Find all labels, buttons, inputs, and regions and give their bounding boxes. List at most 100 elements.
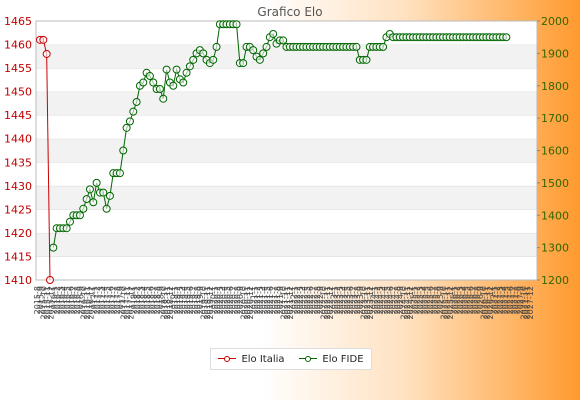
x-tick-label: 2020-1 — [210, 286, 219, 314]
x-tick-label: 2021-1 — [250, 286, 259, 314]
data-point — [115, 169, 124, 178]
x-tick-label: 2025-1 — [409, 286, 418, 314]
y-tick-label-left: 1425 — [4, 203, 32, 216]
x-tick-label: 2027-2 — [493, 286, 502, 314]
x-tick-label: 2024-4 — [379, 286, 388, 314]
data-point — [249, 46, 258, 55]
x-tick-label: 2020-3 — [216, 286, 225, 314]
x-tick-label: 2023-12 — [366, 286, 375, 319]
data-point — [82, 195, 91, 204]
x-tick-label: 2015-11 — [43, 286, 52, 319]
legend-swatch-italia — [218, 355, 237, 363]
x-tick-label: 2021-3 — [256, 286, 265, 314]
x-tick-label: 2022-2 — [293, 286, 302, 314]
x-tick-label: 2019-11 — [203, 286, 212, 319]
y-tick-label-left: 1455 — [4, 62, 32, 75]
x-tick-label: 2023-8 — [353, 286, 362, 314]
x-tick-label: 2019-3 — [176, 286, 185, 314]
y-tick-label-left: 1445 — [4, 109, 32, 122]
x-tick-label: 2026-11 — [483, 286, 492, 319]
data-point — [79, 204, 88, 213]
x-tick-label: 2025-2 — [413, 286, 422, 314]
x-tick-label: 2027-9 — [516, 286, 525, 314]
x-tick-label: 2022-9 — [316, 286, 325, 314]
x-tick-label: 2021-12 — [286, 286, 295, 319]
x-tick-label: 2020-10 — [240, 286, 249, 319]
data-point — [139, 78, 148, 87]
x-tick-label: 2015-12 — [46, 286, 55, 319]
x-tick-label: 2026-8 — [473, 286, 482, 314]
x-tick-label: 2020-11 — [243, 286, 252, 319]
grid-band — [36, 256, 537, 280]
x-tick-label: 2017-11 — [123, 286, 132, 319]
x-tick-label: 2024-2 — [373, 286, 382, 314]
x-tick-label: 2018-2 — [133, 286, 142, 314]
data-point — [85, 185, 94, 194]
y-tick-label-left: 1420 — [4, 227, 32, 240]
x-tick-label: 2018-5 — [143, 286, 152, 314]
x-tick-label: 2026-9 — [476, 286, 485, 314]
x-tick-label: 2020-12 — [246, 286, 255, 319]
x-tick-label: 2027-12 — [526, 286, 535, 319]
x-tick-label: 2025-4 — [419, 286, 428, 314]
left-axis: 1410 1415 1420 1425 1430 1435 1440 1445 1450 1455… — [4, 15, 32, 287]
x-tick-label: 2026-10 — [479, 286, 488, 319]
x-tick-label: 2023-9 — [356, 286, 365, 314]
x-tick-label: 2023-7 — [349, 286, 358, 314]
y-tick-label-left: 1415 — [4, 250, 32, 263]
x-tick-label: 2027-5 — [503, 286, 512, 314]
data-point — [102, 204, 111, 213]
y-tick-label-left: 1450 — [4, 86, 32, 99]
data-point — [232, 20, 241, 29]
x-tick-label: 2016-8 — [73, 286, 82, 314]
data-point — [132, 97, 141, 106]
legend-label-italia: Elo Italia — [241, 353, 285, 365]
x-tick-label: 2020-9 — [236, 286, 245, 314]
x-tick-label: 2018-8 — [153, 286, 162, 314]
x-tick-label: 2019-7 — [190, 286, 199, 314]
data-point — [119, 146, 128, 155]
x-tick-label: 2018-6 — [146, 286, 155, 314]
x-tick-label: 2025-5 — [423, 286, 432, 314]
legend: Elo Italia Elo FIDE — [210, 348, 372, 370]
data-point — [45, 276, 54, 284]
data-point — [352, 42, 361, 51]
data-point — [255, 55, 264, 64]
data-point — [212, 42, 221, 51]
x-tick-label: 2024-8 — [393, 286, 402, 314]
grid-band — [36, 185, 537, 210]
data-point — [502, 33, 511, 42]
x-tick-label: 2016-12 — [86, 286, 95, 319]
data-point — [99, 188, 108, 197]
legend-item-elo-italia: Elo Italia — [218, 353, 285, 365]
x-tick-label: 2023-3 — [336, 286, 345, 314]
x-tick-label: 2023-10 — [359, 286, 368, 319]
data-point — [199, 49, 208, 58]
data-point — [262, 42, 271, 51]
grid-band — [36, 91, 537, 116]
x-tick-label: 2018-10 — [160, 286, 169, 319]
data-point — [179, 78, 188, 87]
x-tick-label: 2018-3 — [136, 286, 145, 314]
x-tick-label: 2027-8 — [513, 286, 522, 314]
data-point — [149, 78, 158, 87]
x-tick-label: 2023-1 — [329, 286, 338, 314]
y-tick-label-right: 1300 — [541, 242, 569, 255]
x-tick-label: 2024-7 — [389, 286, 398, 314]
data-point — [125, 117, 134, 126]
data-point — [239, 59, 248, 68]
x-tick-label: 2016-11 — [83, 286, 92, 319]
y-tick-label-left: 1410 — [4, 274, 32, 287]
legend-item-elo-fide: Elo FIDE — [299, 354, 364, 365]
x-tick-label: 2022-7 — [309, 286, 318, 314]
legend-swatch-fide — [299, 355, 318, 363]
x-tick-label: 2026-12 — [486, 286, 495, 319]
y-tick-label-left: 1440 — [4, 133, 32, 146]
x-tick-label: 2026-7 — [469, 286, 478, 314]
x-tick-label: 2019-12 — [206, 286, 215, 319]
data-point — [75, 211, 84, 220]
x-tick-label: 2024-10 — [399, 286, 408, 319]
y-tick-label-right: 1700 — [541, 112, 569, 125]
x-tick-label: 2018-11 — [163, 286, 172, 319]
x-tick-label: 2016-7 — [70, 286, 79, 314]
